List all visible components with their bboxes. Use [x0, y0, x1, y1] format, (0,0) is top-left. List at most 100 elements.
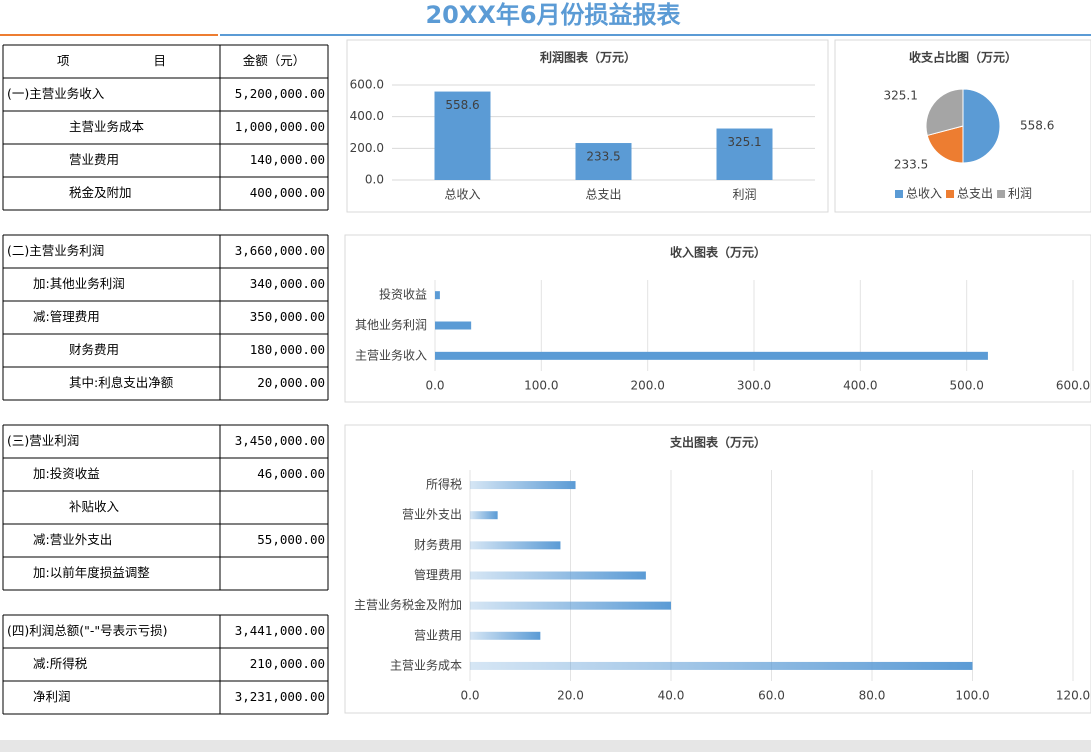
x-tick-label: 80.0 [859, 689, 886, 703]
row-amount: 20,000.00 [257, 375, 325, 390]
y-tick-label: 200.0 [350, 141, 384, 155]
row-label: 加:其他业务利润 [33, 276, 125, 291]
chart-title: 利润图表（万元） [540, 50, 636, 65]
legend-label: 利润 [1008, 187, 1032, 201]
row-amount: 210,000.00 [250, 656, 325, 671]
row-label: 财务费用 [69, 342, 119, 357]
y-tick-label: 其他业务利润 [355, 317, 427, 332]
row-amount: 3,441,000.00 [235, 623, 325, 638]
row-label: 加:以前年度损益调整 [33, 565, 150, 580]
pie-slice [962, 88, 1001, 164]
x-tick-label: 40.0 [658, 689, 685, 703]
y-tick-label: 主营业务成本 [390, 657, 462, 672]
row-label: 营业费用 [69, 152, 119, 167]
row-label: 税金及附加 [69, 185, 132, 200]
data-label: 558.6 [1020, 119, 1054, 133]
x-tick-label: 总支出 [585, 188, 621, 202]
bar [470, 601, 671, 610]
chart-title: 支出图表（万元） [669, 435, 766, 450]
row-label: 主营业务成本 [69, 119, 145, 134]
y-tick-label: 营业外支出 [402, 508, 462, 522]
legend-label: 总支出 [957, 187, 993, 201]
bar [470, 511, 498, 520]
bar [470, 541, 561, 550]
row-amount: 180,000.00 [250, 342, 325, 357]
chart-title: 收入图表（万元） [670, 245, 766, 260]
legend-swatch [997, 190, 1006, 198]
x-tick-label: 60.0 [758, 689, 785, 703]
y-tick-label: 投资收益 [379, 287, 427, 302]
bar [434, 91, 491, 180]
table-header: 项 目 [57, 53, 166, 68]
row-amount: 400,000.00 [250, 185, 325, 200]
row-label: 减:所得税 [33, 656, 88, 671]
row-amount: 3,660,000.00 [235, 243, 325, 258]
chart-title: 收支占比图（万元） [909, 50, 1017, 65]
sheet-tabs-bar [0, 740, 1091, 752]
data-label: 233.5 [894, 157, 928, 171]
row-label: 加:投资收益 [33, 466, 100, 481]
x-tick-label: 500.0 [949, 379, 983, 393]
x-tick-label: 120.0 [1056, 689, 1090, 703]
row-amount: 350,000.00 [250, 309, 325, 324]
x-tick-label: 0.0 [425, 379, 444, 393]
bar [470, 481, 576, 490]
x-tick-label: 0.0 [460, 689, 479, 703]
row-amount: 55,000.00 [257, 532, 325, 547]
y-tick-label: 400.0 [350, 109, 384, 123]
pie-slice [925, 88, 964, 137]
row-label: (一)主营业务收入 [7, 86, 105, 101]
row-label: 减:管理费用 [33, 309, 100, 324]
y-tick-label: 营业费用 [414, 628, 462, 642]
bar [575, 143, 632, 180]
row-label: (二)主营业务利润 [7, 243, 104, 258]
y-tick-label: 财务费用 [414, 537, 462, 552]
row-amount: 3,231,000.00 [235, 689, 325, 704]
row-label: 其中:利息支出净额 [69, 375, 174, 390]
row-amount: 340,000.00 [250, 276, 325, 291]
x-tick-label: 100.0 [524, 379, 558, 393]
bar [435, 351, 988, 360]
pie-slice [926, 125, 964, 164]
data-label: 325.1 [727, 135, 761, 149]
x-tick-label: 利润 [732, 188, 756, 202]
y-tick-label: 主营业务收入 [355, 347, 427, 362]
x-tick-label: 300.0 [737, 379, 771, 393]
report-title: 20XX年6月份损益报表 [425, 1, 681, 29]
row-amount: 1,000,000.00 [235, 119, 325, 134]
bar [435, 291, 440, 300]
x-tick-label: 20.0 [557, 689, 584, 703]
row-label: 减:营业外支出 [33, 532, 112, 547]
bar [716, 128, 773, 180]
bar [435, 321, 472, 330]
row-label: (四)利润总额("-"号表示亏损) [7, 623, 168, 638]
y-tick-label: 所得税 [426, 477, 462, 492]
x-tick-label: 总收入 [444, 188, 480, 202]
row-label: 净利润 [33, 689, 71, 704]
x-tick-label: 600.0 [1056, 379, 1090, 393]
chart-frame [346, 39, 829, 213]
y-tick-label: 管理费用 [414, 567, 462, 582]
legend-swatch [895, 190, 903, 198]
row-amount: 140,000.00 [250, 152, 325, 167]
data-label: 558.6 [445, 98, 479, 112]
y-tick-label: 600.0 [350, 78, 384, 92]
legend-label: 总收入 [906, 187, 942, 201]
row-amount: 5,200,000.00 [235, 86, 325, 101]
bar [470, 661, 973, 670]
bar [470, 631, 541, 640]
data-label: 233.5 [586, 150, 620, 164]
bar [470, 571, 646, 580]
legend-swatch [946, 190, 955, 198]
y-tick-label: 0.0 [365, 173, 384, 187]
row-amount: 46,000.00 [257, 466, 325, 481]
x-tick-label: 100.0 [955, 689, 989, 703]
row-label: (三)营业利润 [7, 433, 79, 448]
table-header: 金额（元） [243, 53, 306, 68]
row-label: 补贴收入 [69, 499, 120, 514]
chart-frame [344, 234, 1091, 403]
data-label: 325.1 [883, 89, 917, 103]
row-amount: 3,450,000.00 [235, 433, 325, 448]
